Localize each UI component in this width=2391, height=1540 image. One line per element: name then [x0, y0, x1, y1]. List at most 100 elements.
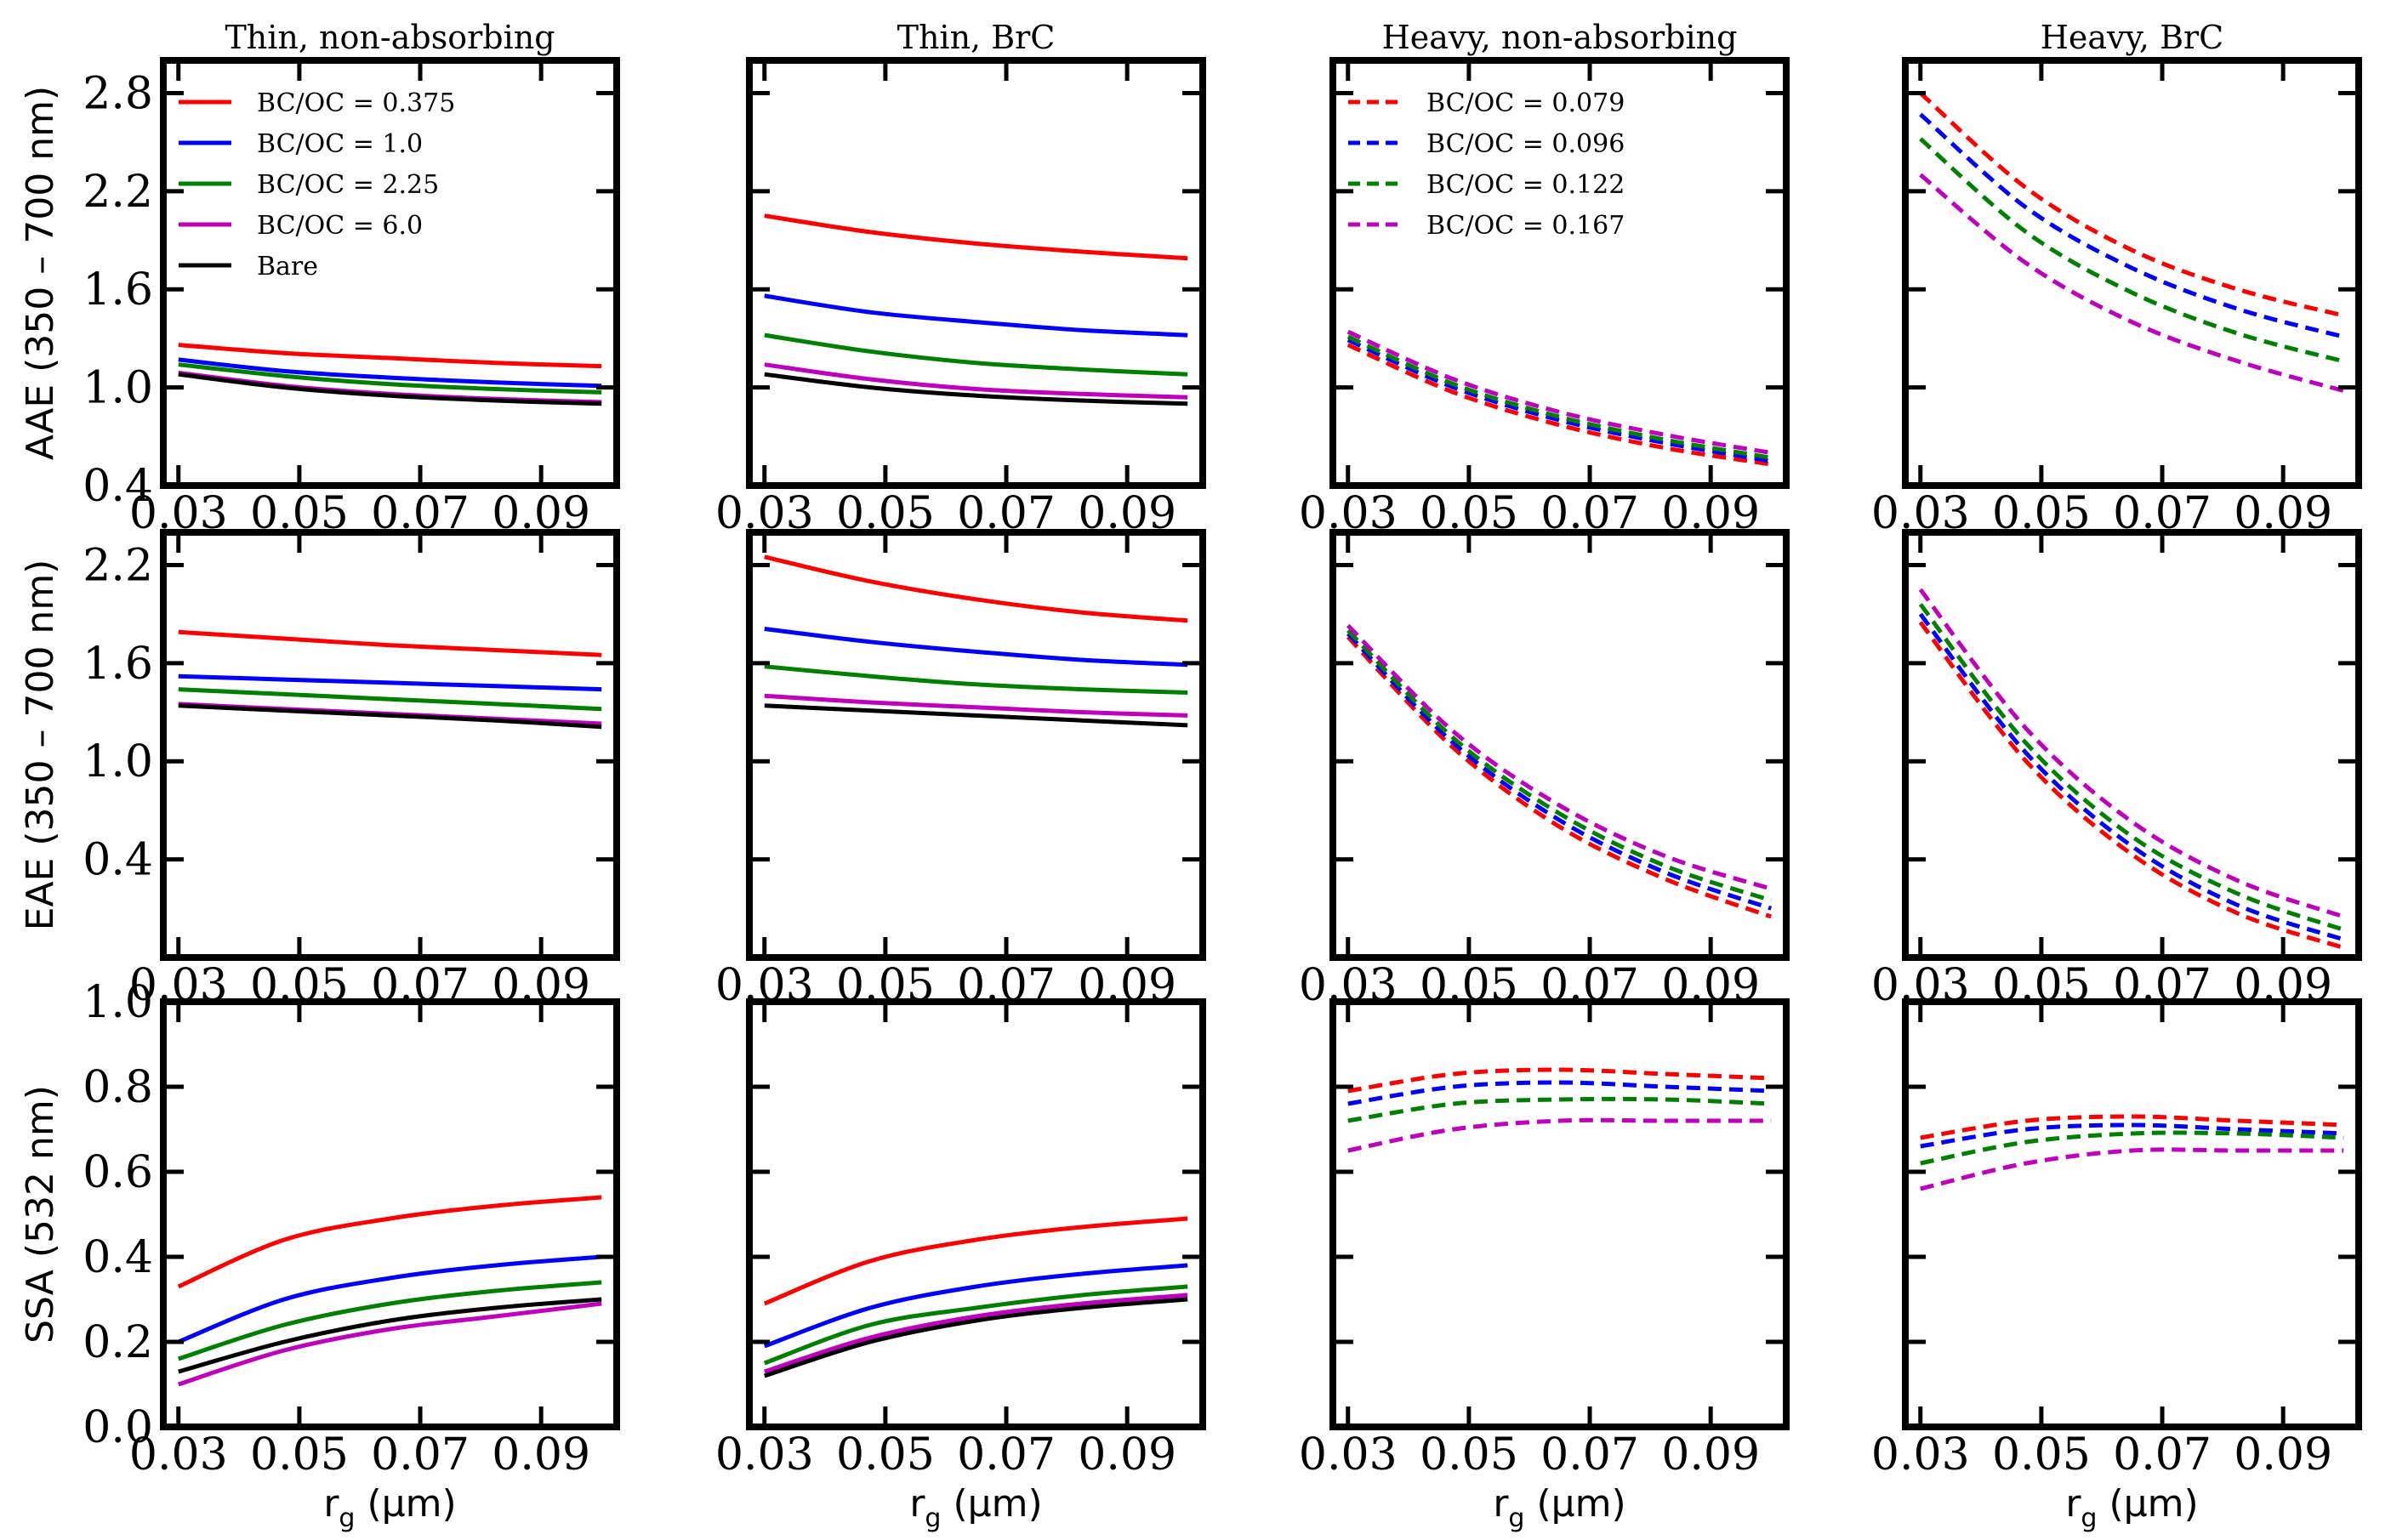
y-tick-label: 2.2	[83, 540, 153, 591]
x-axis-label-subscript: g	[925, 1503, 941, 1533]
series-line-bc-oc-0.122	[1346, 334, 1772, 460]
series-group	[1920, 1114, 2344, 1191]
series-line-bc-oc-1.0	[764, 627, 1188, 668]
series-line-bc-oc-0.122	[1918, 603, 2345, 932]
x-axis-label-unit: (µm)	[2097, 1482, 2198, 1526]
series-line-bc-oc-0.375	[764, 213, 1188, 261]
x-tick-label: 0.09	[492, 1429, 590, 1480]
y-axis-label: AAE (350 – 700 nm)	[19, 86, 62, 460]
thin-brc-eae-panel: 0.03 0.05 0.07 0.09	[715, 529, 1206, 1011]
series-line-bc-oc-0.096	[1918, 612, 2344, 942]
x-axis-label-subscript: g	[339, 1503, 355, 1533]
legend-label: BC/OC = 0.122	[1426, 170, 1625, 200]
series-line-bare	[178, 703, 602, 730]
legend-label: BC/OC = 0.167	[1426, 211, 1625, 241]
panel-title: Heavy, non-absorbing	[1382, 19, 1738, 56]
y-tick-label: 1.0	[83, 977, 153, 1028]
legend-label: Bare	[257, 252, 318, 281]
y-tick-label: 0.4	[83, 1232, 153, 1283]
legend-label: BC/OC = 0.375	[257, 88, 455, 118]
x-tick-label: 0.03	[715, 1429, 814, 1480]
x-axis-label: rg (µm)	[2065, 1482, 2198, 1533]
x-axis-label: rg (µm)	[323, 1482, 456, 1533]
panel-title: Thin, non-absorbing	[225, 19, 555, 56]
x-tick-label: 0.09	[1661, 1429, 1760, 1480]
series-group	[1918, 588, 2345, 950]
series-line-bc-oc-1.0	[763, 1263, 1188, 1349]
series-line-bc-oc-2.25	[763, 1284, 1188, 1366]
x-tick-label: 0.03	[1299, 1429, 1398, 1480]
series-group	[763, 1216, 1188, 1378]
series-line-bare	[764, 703, 1188, 728]
series-line-bc-oc-1.0	[177, 1254, 602, 1344]
series-group	[1346, 329, 1772, 467]
series-line-bare	[178, 372, 602, 406]
series-group	[177, 1195, 602, 1387]
x-axis-label-unit: (µm)	[941, 1482, 1042, 1526]
plot-frame	[160, 57, 620, 489]
series-line-bc-oc-0.167	[1918, 588, 2345, 919]
legend: BC/OC = 0.375 BC/OC = 1.0 BC/OC = 2.25 BC/O…	[179, 88, 455, 281]
series-line-bc-oc-2.25	[178, 362, 602, 395]
series-group	[764, 554, 1188, 728]
series-line-bc-oc-2.25	[764, 664, 1188, 695]
series-line-bc-oc-0.096	[1346, 338, 1772, 463]
plot-frame	[746, 57, 1206, 489]
plot-frame	[160, 529, 620, 961]
series-line-bc-oc-6.0	[764, 1293, 1188, 1374]
x-axis-label: rg (µm)	[909, 1482, 1042, 1533]
y-tick-label: 0.2	[83, 1317, 153, 1368]
series-line-bc-oc-0.079	[1347, 1067, 1772, 1094]
x-tick-label: 0.05	[1420, 1429, 1518, 1480]
series-line-bc-oc-0.079	[1919, 91, 2344, 318]
series-line-bc-oc-0.375	[178, 343, 602, 369]
plot-frame	[1902, 529, 2362, 961]
y-tick-label: 1.0	[83, 363, 153, 414]
series-line-bc-oc-0.122	[1346, 628, 1772, 903]
series-line-bc-oc-0.079	[1346, 635, 1773, 919]
series-line-bc-oc-0.167	[1920, 1147, 2344, 1191]
series-group	[178, 629, 602, 730]
thin-nonabs-ssa-panel: 0.03 0.05 0.07 0.09 0.0 0.2 0.4 0.6 0.8 1.0 SSA (5…	[19, 977, 620, 1533]
x-tick-label: 0.03	[1871, 1429, 1970, 1480]
plot-frame	[160, 998, 620, 1430]
series-line-bc-oc-6.0	[764, 693, 1188, 718]
series-line-bc-oc-0.375	[764, 554, 1188, 623]
heavy-nonabs-eae-panel: 0.03 0.05 0.07 0.09	[1299, 529, 1790, 1011]
y-tick-label: 0.0	[83, 1402, 153, 1453]
heavy-brc-ssa-panel: 0.03 0.05 0.07 0.09 rg (µm)	[1871, 998, 2362, 1533]
series-line-bc-oc-6.0	[764, 362, 1188, 400]
x-tick-label: 0.03	[129, 1429, 228, 1480]
x-tick-label: 0.07	[1540, 1429, 1639, 1480]
x-tick-label: 0.07	[2113, 1429, 2212, 1480]
series-line-bc-oc-1.0	[178, 673, 602, 692]
legend-label: BC/OC = 6.0	[257, 211, 423, 241]
y-tick-label: 2.8	[83, 68, 153, 119]
x-tick-label: 0.07	[371, 1429, 470, 1480]
series-line-bc-oc-0.375	[763, 1216, 1188, 1306]
series-line-bc-oc-6.0	[178, 1301, 602, 1387]
y-tick-label: 2.2	[83, 167, 153, 218]
thin-brc-ssa-panel: 0.03 0.05 0.07 0.09 rg (µm)	[715, 998, 1206, 1533]
series-line-bc-oc-0.079	[1346, 343, 1772, 467]
y-tick-label: 0.4	[83, 835, 153, 886]
x-tick-label: 0.09	[1078, 1429, 1176, 1480]
x-axis-label-subscript: g	[1508, 1503, 1524, 1533]
x-tick-label: 0.07	[957, 1429, 1056, 1480]
series-line-bare	[764, 1297, 1188, 1378]
series-line-bc-oc-0.167	[1347, 1117, 1772, 1153]
series-line-bc-oc-0.167	[1346, 623, 1772, 891]
series-line-bc-oc-0.096	[1919, 112, 2344, 339]
series-line-bc-oc-1.0	[178, 357, 602, 389]
y-tick-label: 1.6	[83, 264, 153, 315]
series-group	[178, 343, 602, 406]
y-tick-label: 1.0	[83, 736, 153, 787]
x-tick-label: 0.09	[2234, 1429, 2332, 1480]
plot-frame	[1329, 998, 1790, 1430]
panel-title: Heavy, BrC	[2041, 19, 2224, 56]
